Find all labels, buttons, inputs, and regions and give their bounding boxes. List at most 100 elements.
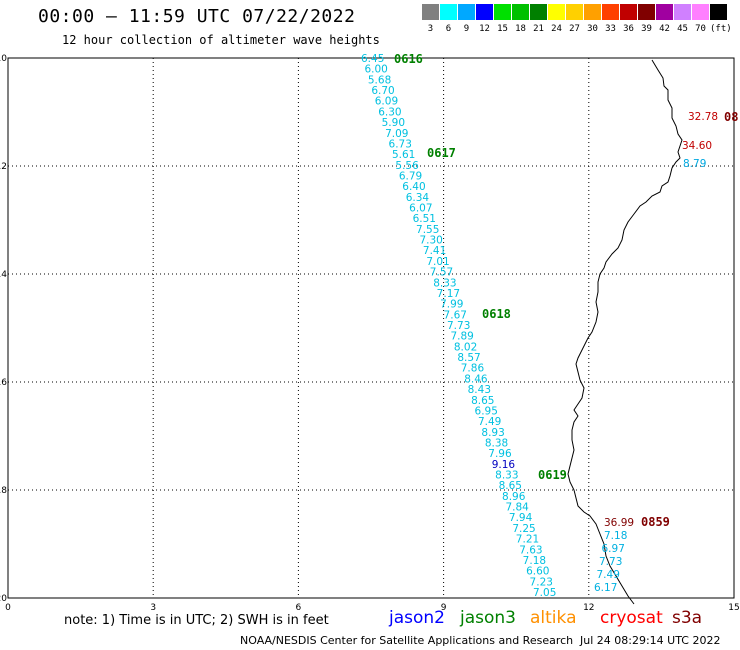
latitude-labels: -10 -12 -14 -16 -18 -20 [0, 54, 7, 604]
swh-value: 6.30 [378, 106, 401, 118]
longitude-tick: 6 [296, 603, 302, 613]
swh-value: 5.61 [392, 149, 415, 161]
latitude-tick: -10 [0, 54, 7, 64]
pass-time-label: 0616 [394, 52, 423, 66]
latitude-tick: -20 [0, 594, 7, 604]
swh-value: 7.89 [450, 331, 473, 343]
colorbar-swatch [584, 4, 601, 20]
colorbar-label: 18 [515, 24, 526, 34]
pass-time-label: 0618 [482, 307, 511, 321]
swh-value: 8.93 [481, 427, 504, 439]
swh-value: 7.25 [512, 523, 535, 535]
longitude-tick: 9 [441, 603, 447, 613]
colorbar-label: 21 [533, 24, 544, 34]
swh-value: 7.57 [430, 267, 453, 279]
swh-value: 8.57 [457, 352, 480, 364]
colorbar-swatch [620, 4, 637, 20]
colorbar-swatch [476, 4, 493, 20]
swh-value: 5.68 [368, 74, 391, 86]
swh-value: 34.60 [682, 140, 712, 152]
credit-timestamp: Jul 24 08:29:14 UTC 2022 [580, 634, 721, 647]
swh-value: 6.51 [413, 213, 436, 225]
swh-value: 7.94 [509, 512, 533, 524]
swh-value: 7.41 [423, 245, 446, 257]
swh-value: 7.21 [516, 534, 539, 546]
longitude-tick: 12 [583, 603, 594, 613]
coastal-values: 32.78 34.60 8.79 36.99 [604, 111, 718, 529]
swh-value: 7.99 [440, 299, 463, 311]
swh-value: 7.55 [416, 224, 439, 236]
swh-value: 7.23 [530, 576, 553, 588]
swh-value: 6.79 [399, 170, 422, 182]
colorbar-swatch [530, 4, 547, 20]
longitude-labels: 0 3 6 9 12 15 [5, 603, 740, 613]
longitude-tick: 3 [150, 603, 156, 613]
swh-value: 8.46 [464, 373, 488, 385]
colorbar-swatch [674, 4, 691, 20]
colorbar-label: 27 [569, 24, 580, 34]
colorbar-label: 42 [659, 24, 670, 34]
longitude-tick: 0 [5, 603, 11, 613]
colorbar-label: 6 [445, 24, 452, 34]
colorbar-label: 30 [587, 24, 598, 34]
footer-note: note: 1) Time is in UTC; 2) SWH is in fe… [64, 613, 329, 628]
colorbar-swatch [656, 4, 673, 20]
colorbar-swatch [440, 4, 457, 20]
satellite-cryosat: cryosat [600, 608, 663, 628]
colorbar-swatch [692, 4, 709, 20]
swh-value: 7.63 [519, 544, 542, 556]
swh-value: 7.18 [523, 555, 546, 567]
swh-value: 7.01 [426, 256, 449, 268]
swh-value: 9.16 [492, 459, 516, 471]
swh-value: 7.30 [419, 235, 442, 247]
colorbar-swatch [494, 4, 511, 20]
swh-value: 7.67 [444, 309, 467, 321]
colorbar-label: (ft) [710, 24, 732, 34]
colorbar-label: 70 [695, 24, 706, 34]
swh-value: 6.17 [594, 582, 617, 594]
pass-time-label: 0859 [641, 515, 670, 529]
swh-value: 6.09 [375, 96, 398, 108]
swh-value: 8.65 [499, 480, 522, 492]
swh-value: 8.65 [471, 395, 494, 407]
pass-time-labels: 0616 0617 0618 0619 0859 08 [394, 52, 738, 529]
colorbar-label: 24 [551, 24, 562, 34]
swh-value: 6.40 [402, 181, 425, 193]
swh-value: 7.73 [447, 320, 470, 332]
colorbar-swatch [710, 4, 727, 20]
colorbar-swatch [638, 4, 655, 20]
swh-value: 7.73 [599, 556, 622, 568]
altimeter-track-right: 7.186.977.737.496.17 [594, 530, 627, 594]
map-subtitle: 12 hour collection of altimeter wave hei… [62, 33, 380, 47]
pass-time-label: 08 [724, 110, 738, 124]
colorbar-label: 9 [463, 24, 470, 34]
longitude-tick: 15 [728, 603, 739, 613]
swh-value: 7.09 [385, 128, 408, 140]
swh-value: 8.79 [683, 158, 706, 170]
swh-value: 5.90 [382, 117, 405, 129]
swh-value: 6.00 [364, 64, 387, 76]
swh-value: 8.43 [468, 384, 491, 396]
swh-value: 7.96 [488, 448, 512, 460]
colorbar-swatch [458, 4, 475, 20]
swh-value: 8.38 [485, 437, 508, 449]
swh-value: 32.78 [688, 111, 718, 123]
credit-line: NOAA/NESDIS Center for Satellite Applica… [240, 634, 574, 647]
colorbar-label: 3 [427, 24, 434, 34]
swh-value: 6.70 [371, 85, 394, 97]
swh-value: 6.34 [406, 192, 430, 204]
pass-time-label: 0619 [538, 468, 567, 482]
colorbar-label: 39 [641, 24, 652, 34]
swh-value: 6.95 [475, 405, 498, 417]
swh-value: 7.84 [505, 502, 529, 514]
swh-value: 7.18 [604, 530, 627, 542]
latitude-tick: -14 [0, 270, 7, 280]
colorbar-label: 45 [677, 24, 688, 34]
swh-value: 8.33 [433, 277, 456, 289]
colorbar-label: 12 [479, 24, 490, 34]
latitude-tick: -18 [0, 486, 7, 496]
latitude-tick: -16 [0, 378, 7, 388]
colorbar-label: 15 [497, 24, 508, 34]
satellite-s3a: s3a [672, 608, 703, 628]
